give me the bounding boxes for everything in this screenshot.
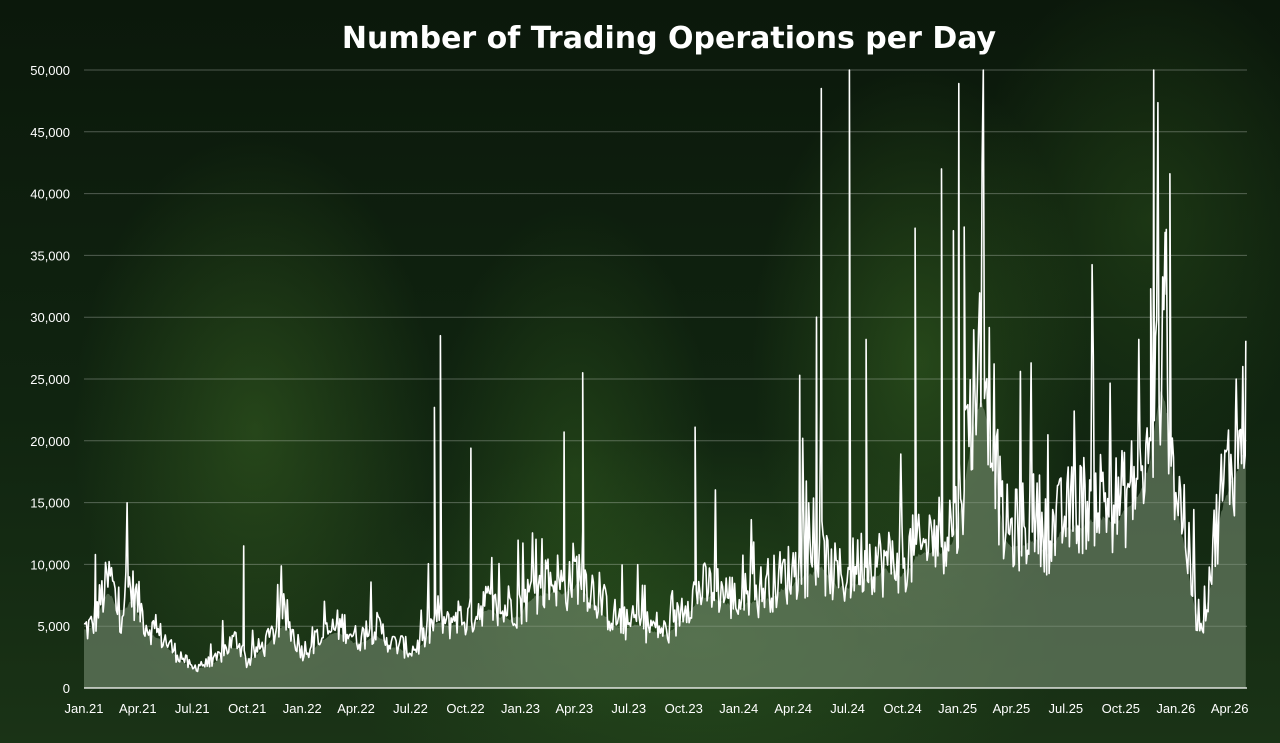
x-tick-label: Jul.24 xyxy=(830,701,865,716)
x-tick-label: Apr.26 xyxy=(1211,701,1249,716)
x-tick-label: Oct.22 xyxy=(446,701,484,716)
y-tick-label: 25,000 xyxy=(30,372,70,387)
chart-title: Number of Trading Operations per Day xyxy=(342,21,997,56)
y-tick-label: 30,000 xyxy=(30,310,70,325)
x-tick-label: Jan.22 xyxy=(283,701,322,716)
x-tick-label: Apr.23 xyxy=(556,701,594,716)
x-tick-label: Jan.26 xyxy=(1156,701,1195,716)
y-tick-label: 15,000 xyxy=(30,496,70,511)
x-tick-label: Apr.25 xyxy=(993,701,1031,716)
area-fill xyxy=(84,391,1246,688)
y-tick-label: 40,000 xyxy=(30,187,70,202)
y-tick-label: 5,000 xyxy=(37,619,70,634)
x-tick-label: Apr.21 xyxy=(119,701,157,716)
x-tick-label: Jul.25 xyxy=(1048,701,1083,716)
y-tick-label: 50,000 xyxy=(30,63,70,78)
area-layer xyxy=(84,391,1246,688)
series-line xyxy=(83,69,1247,673)
y-tick-label: 10,000 xyxy=(30,557,70,572)
x-tick-label: Jan.25 xyxy=(938,701,977,716)
x-tick-label: Jan.23 xyxy=(501,701,540,716)
grid-layer xyxy=(84,69,1247,627)
x-tick-label: Jul.21 xyxy=(175,701,210,716)
y-tick-label: 45,000 xyxy=(30,125,70,140)
x-tick-label: Apr.22 xyxy=(337,701,375,716)
x-tick-label: Jan.21 xyxy=(64,701,103,716)
x-tick-label: Jan.24 xyxy=(719,701,758,716)
x-tick-label: Jul.22 xyxy=(393,701,428,716)
x-tick-label: Oct.23 xyxy=(665,701,703,716)
x-tick-label: Jul.23 xyxy=(611,701,646,716)
y-axis: 0 5,000 10,000 15,000 20,000 25,000 30,000 35,0… xyxy=(30,63,70,696)
x-tick-label: Oct.25 xyxy=(1102,701,1140,716)
x-axis: Jan.21 Apr.21 Jul.21 Oct.21 Jan.22 Apr.22 Jul.… xyxy=(64,687,1249,716)
y-tick-label: 0 xyxy=(63,681,70,696)
line-layer xyxy=(83,69,1247,673)
y-tick-label: 20,000 xyxy=(30,434,70,449)
y-tick-label: 35,000 xyxy=(30,248,70,263)
x-tick-label: Apr.24 xyxy=(774,701,812,716)
x-tick-label: Oct.21 xyxy=(228,701,266,716)
x-tick-label: Oct.24 xyxy=(883,701,921,716)
